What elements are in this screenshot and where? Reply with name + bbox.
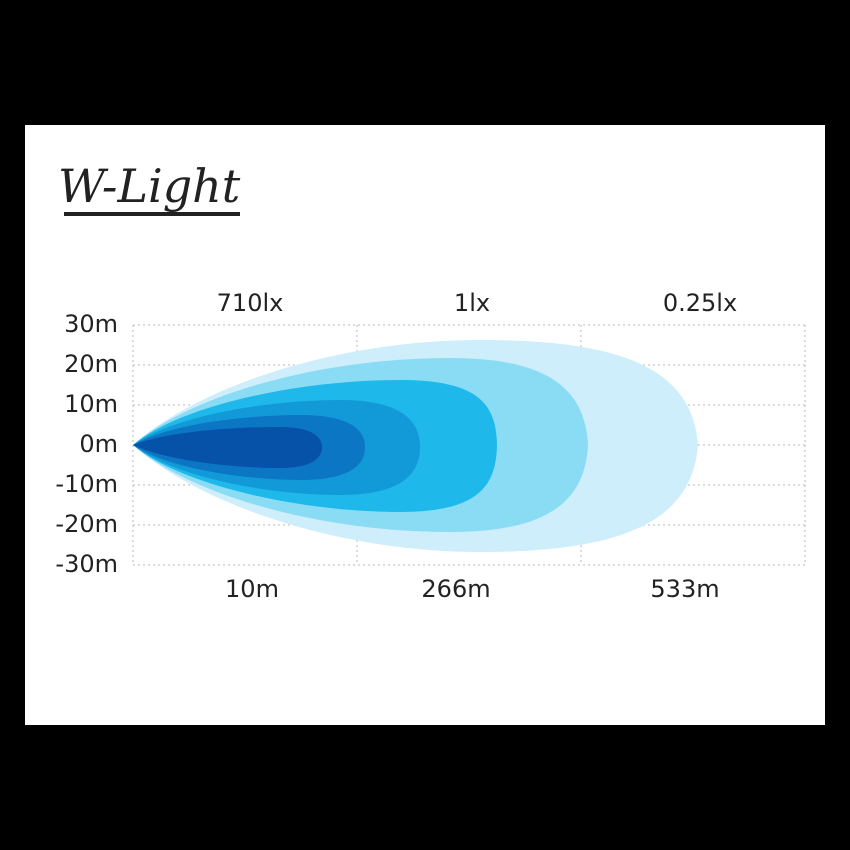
y-label: -10m	[55, 470, 118, 498]
y-label: 0m	[79, 430, 118, 458]
y-label: 30m	[64, 310, 118, 338]
logo-title: W-Light	[58, 159, 241, 213]
y-label: 20m	[64, 350, 118, 378]
y-label: 10m	[64, 390, 118, 418]
y-label: -30m	[55, 550, 118, 578]
distance-label: 533m	[650, 575, 719, 603]
labels: 30m 20m 10m 0m -10m -20m -30m 710lx 1lx 0.25lx 10m…	[55, 289, 737, 603]
distance-label: 10m	[225, 575, 279, 603]
lux-label: 710lx	[217, 289, 284, 317]
lux-label: 1lx	[454, 289, 490, 317]
beam-zone	[133, 427, 322, 468]
lux-label: 0.25lx	[663, 289, 737, 317]
distance-label: 266m	[421, 575, 490, 603]
y-label: -20m	[55, 510, 118, 538]
beam-pattern	[133, 340, 698, 552]
